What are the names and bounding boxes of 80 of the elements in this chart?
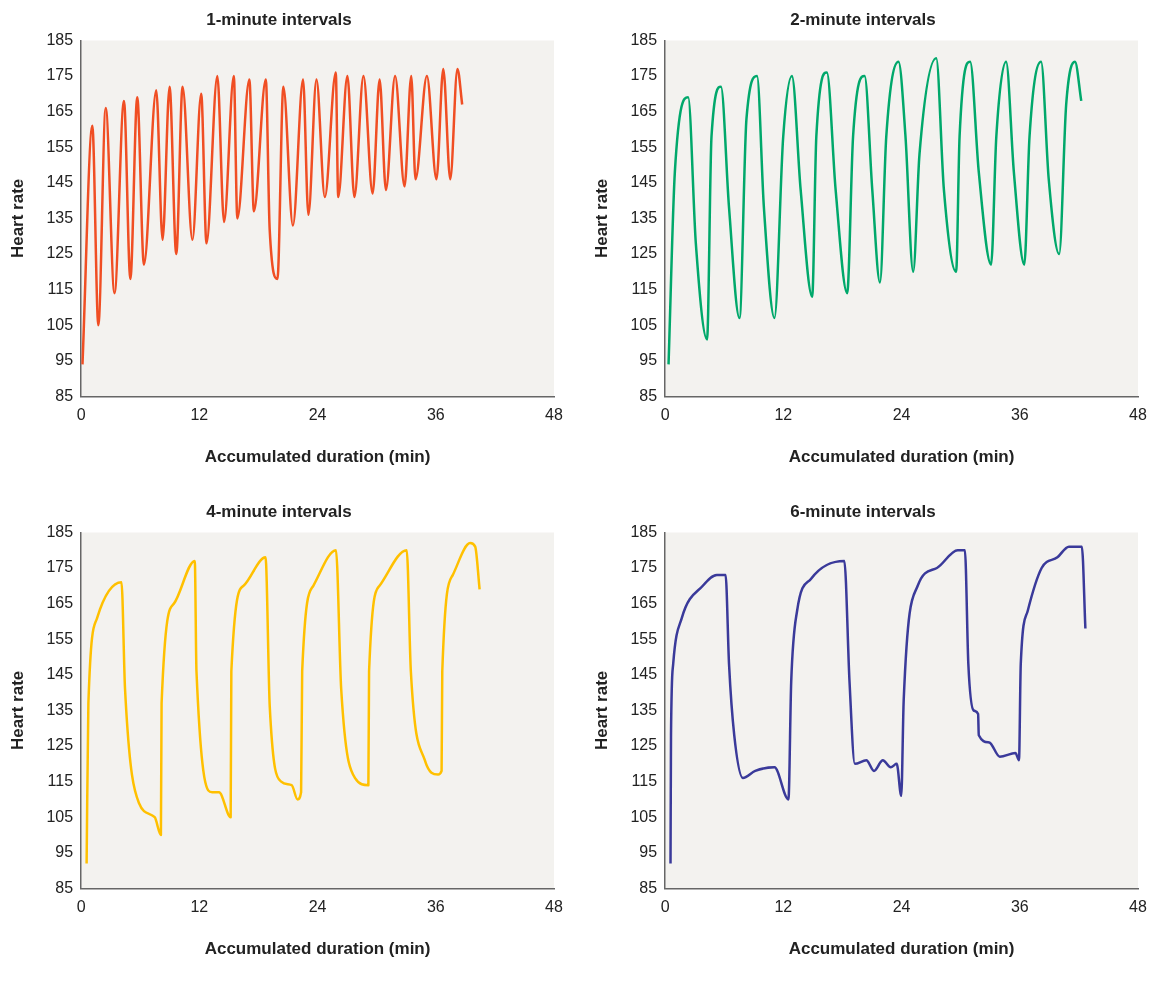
x-tick-label: 48 (545, 898, 563, 916)
y-tick-label: 165 (630, 594, 658, 612)
x-tick-label: 36 (426, 898, 445, 916)
x-tick-label: 24 (308, 898, 327, 916)
x-tick-label: 36 (1010, 898, 1029, 916)
x-tick-label: 0 (660, 898, 670, 916)
y-tick-label: 95 (55, 843, 74, 861)
y-tick-label: 185 (46, 522, 74, 540)
x-tick-label: 48 (545, 406, 563, 424)
y-tick-label: 85 (639, 386, 658, 404)
x-tick-label: 12 (774, 406, 793, 424)
y-tick-label: 115 (47, 772, 74, 790)
y-tick-label: 135 (630, 700, 658, 718)
y-tick-label: 155 (46, 629, 74, 647)
x-tick-label: 0 (76, 898, 86, 916)
chart-title: 4-minute intervals (206, 501, 352, 521)
y-tick-label: 125 (630, 736, 658, 754)
y-tick-label: 165 (46, 102, 74, 120)
chart-title: 2-minute intervals (790, 9, 936, 29)
y-tick-label: 145 (630, 173, 658, 191)
y-tick-label: 95 (639, 351, 658, 369)
line-series (85, 541, 481, 865)
y-axis-title: Heart rate (591, 178, 611, 259)
y-tick-label: 175 (46, 558, 74, 576)
y-tick-label: 85 (639, 878, 658, 896)
x-tick-label: 48 (1129, 898, 1147, 916)
y-tick-label: 95 (55, 351, 74, 369)
y-tick-label: 105 (630, 315, 658, 333)
y-tick-label: 115 (631, 280, 658, 298)
x-tick-label: 24 (308, 406, 327, 424)
y-tick-label: 175 (46, 66, 74, 84)
y-tick-label: 95 (639, 843, 658, 861)
y-tick-label: 175 (630, 66, 658, 84)
y-tick-label: 155 (630, 137, 658, 155)
y-tick-label: 145 (46, 665, 74, 683)
y-tick-label: 135 (630, 208, 658, 226)
chart-title: 6-minute intervals (790, 501, 936, 521)
y-tick-label: 125 (630, 244, 658, 262)
y-tick-label: 135 (46, 700, 74, 718)
y-tick-label: 105 (46, 315, 74, 333)
x-tick-label: 24 (892, 406, 911, 424)
y-axis-title: Heart rate (7, 670, 27, 751)
y-tick-label: 115 (47, 280, 74, 298)
y-tick-label: 85 (55, 386, 74, 404)
chart-title: 1-minute intervals (206, 9, 352, 29)
y-tick-label: 105 (630, 807, 658, 825)
y-tick-label: 85 (55, 878, 74, 896)
x-axis-title: Accumulated duration (min) (788, 939, 1015, 959)
y-tick-label: 145 (46, 173, 74, 191)
y-tick-label: 165 (630, 102, 658, 120)
x-tick-label: 36 (426, 406, 445, 424)
y-tick-label: 155 (46, 137, 74, 155)
y-tick-label: 115 (631, 772, 658, 790)
x-axis-title: Accumulated duration (min) (204, 447, 431, 467)
y-tick-label: 165 (46, 594, 74, 612)
line-series (669, 545, 1087, 865)
y-tick-label: 185 (46, 30, 74, 48)
x-tick-label: 36 (1010, 406, 1029, 424)
x-tick-label: 12 (774, 898, 793, 916)
y-tick-label: 125 (46, 244, 74, 262)
y-tick-label: 135 (46, 208, 74, 226)
x-axis-title: Accumulated duration (min) (204, 939, 431, 959)
line-series (667, 56, 1083, 366)
x-tick-label: 12 (190, 406, 209, 424)
y-tick-label: 185 (630, 30, 658, 48)
line-series (81, 67, 464, 366)
y-tick-label: 185 (630, 522, 658, 540)
x-tick-label: 0 (660, 406, 670, 424)
x-tick-label: 12 (190, 898, 209, 916)
y-tick-label: 145 (630, 665, 658, 683)
y-axis-title: Heart rate (7, 178, 27, 259)
x-axis-title: Accumulated duration (min) (788, 447, 1015, 467)
x-tick-label: 0 (76, 406, 86, 424)
x-tick-label: 24 (892, 898, 911, 916)
y-tick-label: 155 (630, 629, 658, 647)
y-tick-label: 125 (46, 736, 74, 754)
x-tick-label: 48 (1129, 406, 1147, 424)
y-axis-title: Heart rate (591, 670, 611, 751)
y-tick-label: 105 (46, 807, 74, 825)
y-tick-label: 175 (630, 558, 658, 576)
